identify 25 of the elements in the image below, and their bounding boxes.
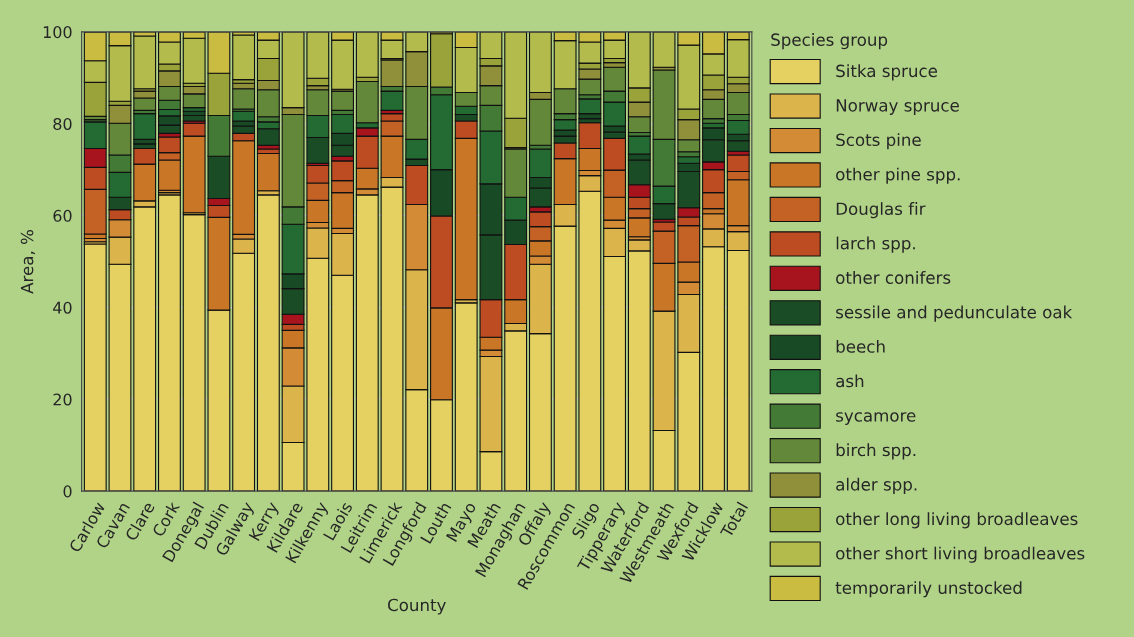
y-tick-label: 20 (53, 393, 72, 406)
y-tick-label: 100 (43, 26, 72, 39)
legend-label: Douglas fir (836, 202, 926, 219)
legend-label: birch spp. (836, 443, 916, 460)
legend-label: Sitka spruce (836, 64, 938, 81)
y-tick-label: 40 (53, 301, 72, 314)
legend-label: sycamore (836, 412, 916, 425)
legend-label: Norway spruce (836, 99, 959, 115)
legend-label: beech (836, 339, 885, 353)
legend-label: sessile and pedunculate oak (836, 305, 1073, 322)
x-axis-title: County (388, 598, 446, 615)
legend-label: Scots pine (836, 133, 921, 150)
legend-label: temporarily unstocked (835, 581, 1022, 598)
legend-label: larch spp. (836, 236, 915, 253)
legend-label: ash (836, 374, 864, 388)
y-axis-title: Area, % (20, 230, 36, 294)
legend-label: other long living broadleaves (836, 512, 1078, 529)
y-tick-label: 60 (53, 209, 72, 222)
legend-label: other short living broadleaves (836, 546, 1085, 563)
legend-label: other conifers (836, 271, 951, 284)
y-tick-label: 80 (53, 117, 72, 130)
legend-label: alder spp. (836, 477, 917, 494)
legend-label: other pine spp. (836, 167, 960, 184)
y-tick-label: 0 (63, 485, 72, 498)
legend-title: Species group (771, 33, 888, 50)
